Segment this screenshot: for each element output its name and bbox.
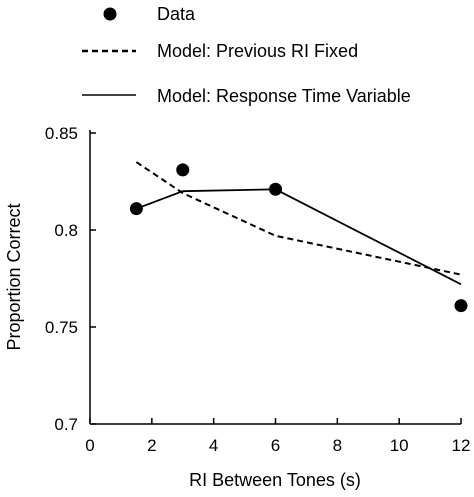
x-tick-label: 2 xyxy=(147,436,156,455)
x-axis-label: RI Between Tones (s) xyxy=(189,470,361,490)
legend-data-label: Data xyxy=(157,4,196,24)
data-point xyxy=(176,163,190,177)
x-tick-label: 4 xyxy=(209,436,218,455)
y-tick-label: 0.85 xyxy=(45,124,78,143)
x-tick-label: 8 xyxy=(333,436,342,455)
series-lines xyxy=(135,161,462,286)
data-point xyxy=(454,299,468,313)
axis-ticks: 0 2 4 6 8 10 12 0.7 0.75 0.8 0.85 xyxy=(45,124,471,455)
y-tick-label: 0.8 xyxy=(54,221,78,240)
series-line-response-time-variable xyxy=(136,188,462,286)
y-axis-label: Proportion Correct xyxy=(4,203,24,350)
legend-data-marker xyxy=(103,7,117,21)
data-point xyxy=(129,202,143,216)
y-tick-label: 0.7 xyxy=(54,415,78,434)
x-tick-label: 12 xyxy=(452,436,471,455)
legend-dashed-label: Model: Previous RI Fixed xyxy=(157,41,358,61)
data-point xyxy=(269,182,282,196)
series-line-previous-ri-fixed xyxy=(135,161,462,276)
legend-solid-label: Model: Response Time Variable xyxy=(157,86,411,106)
legend: Data Model: Previous RI Fixed Model: Res… xyxy=(82,4,411,106)
x-tick-label: 0 xyxy=(85,436,94,455)
x-tick-label: 10 xyxy=(390,436,409,455)
series-points xyxy=(129,163,468,313)
y-tick-label: 0.75 xyxy=(45,318,78,337)
x-tick-label: 6 xyxy=(271,436,280,455)
